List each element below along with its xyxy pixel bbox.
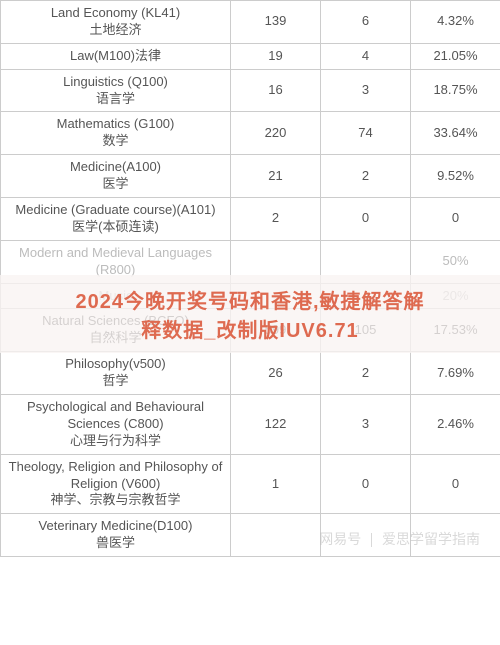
subject-name-zh: 医学(本硕连读): [3, 219, 228, 236]
subject-cell: Natural Sciences (BCFO)自然科学: [1, 309, 231, 352]
table-row: Medicine (Graduate course)(A101)医学(本硕连读)…: [1, 198, 500, 241]
subject-cell: Medicine(A100)医学: [1, 155, 231, 198]
subject-name-en: Theology, Religion and Philosophy of Rel…: [3, 459, 228, 493]
table-row: Veterinary Medicine(D100)兽医学: [1, 514, 500, 557]
value-cell: 18.75%: [411, 69, 500, 112]
table-row: Medicine(A100)医学2129.52%: [1, 155, 500, 198]
value-cell: [321, 240, 411, 283]
value-cell: [231, 283, 321, 309]
table-row: Law(M100)法律19421.05%: [1, 43, 500, 69]
value-cell: 2.46%: [411, 395, 500, 455]
subject-name-en: Linguistics (Q100): [3, 74, 228, 91]
value-cell: 0: [321, 198, 411, 241]
value-cell: [231, 514, 321, 557]
value-cell: 74: [321, 112, 411, 155]
subject-name-en: Law(M100)法律: [3, 48, 228, 65]
value-cell: 220: [231, 112, 321, 155]
subject-name-en: Land Economy (KL41): [3, 5, 228, 22]
subject-cell: Theology, Religion and Philosophy of Rel…: [1, 454, 231, 514]
value-cell: 16: [231, 69, 321, 112]
value-cell: 1: [231, 454, 321, 514]
subject-name-en: Philosophy(v500): [3, 356, 228, 373]
subject-name-en: Music: [3, 288, 228, 305]
value-cell: [411, 514, 500, 557]
subject-name-zh: 土地经济: [3, 22, 228, 39]
value-cell: 21.05%: [411, 43, 500, 69]
table-row: Theology, Religion and Philosophy of Rel…: [1, 454, 500, 514]
value-cell: 2: [321, 155, 411, 198]
value-cell: 0: [411, 198, 500, 241]
value-cell: 139: [231, 1, 321, 44]
subject-name-zh: 自然科学: [3, 330, 228, 347]
subject-name-en: Modern and Medieval Languages (R800): [3, 245, 228, 279]
value-cell: 2: [231, 198, 321, 241]
value-cell: [321, 514, 411, 557]
subject-cell: Mathematics (G100)数学: [1, 112, 231, 155]
table-row: Philosophy(v500)哲学2627.69%: [1, 352, 500, 395]
table-row: Mathematics (G100)数学2207433.64%: [1, 112, 500, 155]
value-cell: 21: [231, 155, 321, 198]
table-row: Linguistics (Q100)语言学16318.75%: [1, 69, 500, 112]
subject-cell: Land Economy (KL41)土地经济: [1, 1, 231, 44]
subject-cell: Modern and Medieval Languages (R800): [1, 240, 231, 283]
table-row: Natural Sciences (BCFO)自然科学59910517.53%: [1, 309, 500, 352]
value-cell: 4: [321, 43, 411, 69]
subject-name-en: Medicine(A100): [3, 159, 228, 176]
subject-cell: Medicine (Graduate course)(A101)医学(本硕连读): [1, 198, 231, 241]
value-cell: 4.32%: [411, 1, 500, 44]
subject-name-zh: 语言学: [3, 91, 228, 108]
subject-name-zh: 心理与行为科学: [3, 433, 228, 450]
value-cell: 2: [321, 352, 411, 395]
value-cell: 17.53%: [411, 309, 500, 352]
value-cell: 3: [321, 395, 411, 455]
value-cell: 3: [321, 69, 411, 112]
value-cell: 50%: [411, 240, 500, 283]
value-cell: 26: [231, 352, 321, 395]
value-cell: 0: [321, 454, 411, 514]
value-cell: 6: [321, 1, 411, 44]
value-cell: 9.52%: [411, 155, 500, 198]
subject-name-en: Natural Sciences (BCFO): [3, 313, 228, 330]
subject-name-zh: 兽医学: [3, 535, 228, 552]
subject-name-en: Psychological and Behavioural Sciences (…: [3, 399, 228, 433]
value-cell: 33.64%: [411, 112, 500, 155]
value-cell: 19: [231, 43, 321, 69]
value-cell: 122: [231, 395, 321, 455]
value-cell: 0: [411, 454, 500, 514]
subjects-table: Land Economy (KL41)土地经济13964.32%Law(M100…: [0, 0, 500, 557]
subject-cell: Psychological and Behavioural Sciences (…: [1, 395, 231, 455]
table-row: Modern and Medieval Languages (R800) 50%: [1, 240, 500, 283]
table-row: Psychological and Behavioural Sciences (…: [1, 395, 500, 455]
subject-cell: Linguistics (Q100)语言学: [1, 69, 231, 112]
table-row: Music 20%: [1, 283, 500, 309]
subject-name-zh: 神学、宗教与宗教哲学: [3, 492, 228, 509]
value-cell: 7.69%: [411, 352, 500, 395]
subject-cell: Philosophy(v500)哲学: [1, 352, 231, 395]
value-cell: [321, 283, 411, 309]
subject-name-en: Veterinary Medicine(D100): [3, 518, 228, 535]
value-cell: 20%: [411, 283, 500, 309]
table-row: Land Economy (KL41)土地经济13964.32%: [1, 1, 500, 44]
subject-name-zh: 哲学: [3, 373, 228, 390]
value-cell: 105: [321, 309, 411, 352]
subject-name-en: Mathematics (G100): [3, 116, 228, 133]
subject-name-zh: 数学: [3, 133, 228, 150]
subject-name-zh: 医学: [3, 176, 228, 193]
subject-name-en: Medicine (Graduate course)(A101): [3, 202, 228, 219]
subject-cell: Law(M100)法律: [1, 43, 231, 69]
subject-cell: Music: [1, 283, 231, 309]
value-cell: 599: [231, 309, 321, 352]
subject-cell: Veterinary Medicine(D100)兽医学: [1, 514, 231, 557]
value-cell: [231, 240, 321, 283]
